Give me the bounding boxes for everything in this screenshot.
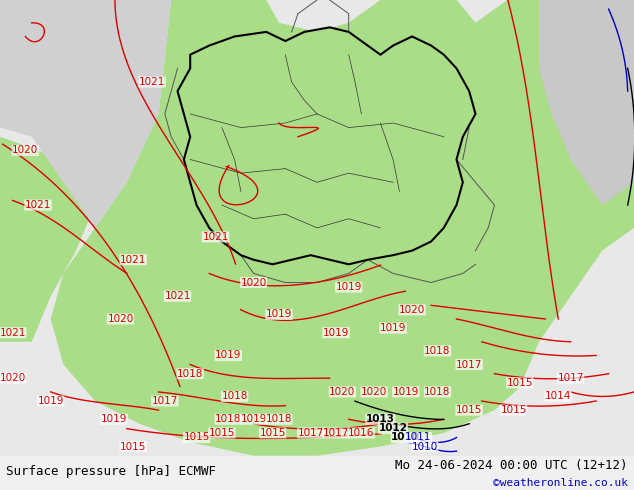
Text: 1015: 1015: [456, 405, 482, 415]
Text: 1018: 1018: [215, 414, 242, 424]
Text: 1019: 1019: [266, 309, 292, 319]
Text: 1017: 1017: [456, 360, 482, 369]
Text: 1020: 1020: [0, 373, 26, 383]
Text: 1017: 1017: [297, 428, 324, 438]
Text: 1020: 1020: [329, 387, 356, 397]
Text: 1017: 1017: [557, 373, 584, 383]
Text: 1015: 1015: [500, 405, 527, 415]
Text: 1019: 1019: [335, 282, 362, 292]
Text: 1011: 1011: [405, 433, 432, 442]
Text: 1020: 1020: [240, 277, 267, 288]
Text: 1015: 1015: [209, 428, 235, 438]
Text: 1020: 1020: [107, 314, 134, 324]
Text: 1019: 1019: [101, 414, 127, 424]
Text: 1010: 1010: [411, 441, 438, 452]
Text: 1014: 1014: [545, 392, 571, 401]
Text: 1021: 1021: [202, 232, 229, 242]
Text: 1021: 1021: [120, 255, 146, 265]
Text: 1015: 1015: [183, 433, 210, 442]
Polygon shape: [539, 0, 634, 205]
Text: 1016: 1016: [348, 428, 375, 438]
Text: 1015: 1015: [507, 378, 533, 388]
Text: 1021: 1021: [25, 200, 51, 210]
Text: 1021: 1021: [139, 77, 165, 87]
Text: 1018: 1018: [424, 346, 451, 356]
Text: 1015: 1015: [120, 441, 146, 452]
Text: 1019: 1019: [37, 396, 64, 406]
Text: 1019: 1019: [215, 350, 242, 361]
Polygon shape: [178, 27, 476, 264]
Text: 1018: 1018: [177, 368, 204, 379]
Text: Mo 24-06-2024 00:00 UTC (12+12): Mo 24-06-2024 00:00 UTC (12+12): [395, 460, 628, 472]
Text: 1019: 1019: [323, 328, 349, 338]
Text: 1013: 1013: [366, 414, 395, 424]
Text: 1018: 1018: [424, 387, 451, 397]
Text: 1019: 1019: [240, 414, 267, 424]
Polygon shape: [0, 0, 171, 228]
Text: 1017: 1017: [323, 428, 349, 438]
Text: ©weatheronline.co.uk: ©weatheronline.co.uk: [493, 478, 628, 488]
Text: 1021: 1021: [0, 328, 26, 338]
Text: 1010: 1010: [391, 433, 420, 442]
Text: 1012: 1012: [378, 423, 408, 433]
Text: 1019: 1019: [380, 323, 406, 333]
Text: 1021: 1021: [164, 291, 191, 301]
Text: 1018: 1018: [266, 414, 292, 424]
Text: 1015: 1015: [259, 428, 286, 438]
Text: 1020: 1020: [361, 387, 387, 397]
Text: 1019: 1019: [392, 387, 419, 397]
Text: 1018: 1018: [221, 392, 248, 401]
Text: 1020: 1020: [12, 146, 39, 155]
Polygon shape: [0, 137, 95, 342]
Polygon shape: [51, 0, 634, 456]
Text: 1017: 1017: [152, 396, 178, 406]
Text: 1020: 1020: [399, 305, 425, 315]
Text: Surface pressure [hPa] ECMWF: Surface pressure [hPa] ECMWF: [6, 465, 216, 478]
